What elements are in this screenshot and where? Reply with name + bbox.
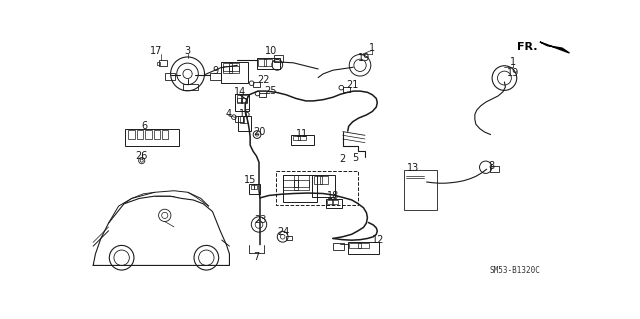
Bar bbox=[257, 58, 280, 70]
Text: 18: 18 bbox=[327, 191, 339, 201]
Bar bbox=[283, 175, 298, 187]
Bar bbox=[125, 129, 179, 145]
Text: 9: 9 bbox=[212, 66, 219, 76]
Text: 19: 19 bbox=[507, 68, 520, 78]
Bar bbox=[490, 166, 499, 172]
Bar bbox=[292, 136, 300, 140]
Text: 14: 14 bbox=[234, 87, 246, 97]
Bar bbox=[283, 174, 317, 202]
Bar bbox=[312, 175, 335, 197]
Bar bbox=[236, 116, 243, 122]
Text: 7: 7 bbox=[253, 252, 260, 263]
Polygon shape bbox=[540, 42, 570, 53]
Bar bbox=[276, 171, 358, 205]
Bar bbox=[404, 170, 436, 211]
Text: 21: 21 bbox=[346, 80, 358, 90]
Bar bbox=[137, 130, 143, 139]
Bar bbox=[159, 60, 166, 66]
Bar bbox=[230, 66, 239, 73]
Bar bbox=[298, 136, 306, 140]
Bar bbox=[249, 184, 260, 194]
Text: 15: 15 bbox=[244, 175, 257, 185]
Text: 4: 4 bbox=[225, 109, 232, 119]
Text: 20: 20 bbox=[253, 127, 265, 137]
Text: 6: 6 bbox=[141, 121, 148, 131]
Bar bbox=[258, 59, 266, 66]
Text: 24: 24 bbox=[278, 227, 290, 237]
Bar bbox=[238, 116, 251, 131]
Text: FR.: FR. bbox=[517, 42, 538, 52]
Bar bbox=[283, 180, 298, 189]
Bar bbox=[223, 66, 232, 73]
Bar bbox=[286, 236, 292, 241]
Text: 16: 16 bbox=[239, 109, 252, 119]
Text: 3: 3 bbox=[184, 46, 191, 56]
Bar bbox=[327, 200, 333, 204]
Text: 25: 25 bbox=[264, 86, 276, 96]
Bar bbox=[240, 116, 244, 122]
Bar bbox=[182, 84, 198, 90]
Text: 10: 10 bbox=[265, 46, 278, 56]
Bar bbox=[332, 200, 338, 204]
Bar bbox=[253, 83, 260, 87]
Text: 8: 8 bbox=[488, 160, 495, 171]
Bar bbox=[294, 180, 309, 189]
Bar bbox=[165, 73, 175, 80]
Text: 11: 11 bbox=[296, 129, 308, 138]
Bar bbox=[243, 116, 247, 122]
Bar bbox=[358, 243, 369, 248]
Bar bbox=[237, 98, 242, 103]
Bar bbox=[326, 199, 342, 208]
Text: SM53-B1320C: SM53-B1320C bbox=[490, 266, 541, 275]
Text: 2: 2 bbox=[340, 154, 346, 164]
Bar bbox=[264, 59, 271, 66]
Text: 19: 19 bbox=[358, 53, 371, 63]
Bar bbox=[251, 185, 253, 189]
Bar bbox=[253, 185, 257, 189]
Text: 1: 1 bbox=[369, 43, 376, 53]
Bar bbox=[230, 63, 239, 71]
Bar bbox=[333, 243, 344, 250]
Bar bbox=[314, 176, 322, 184]
Bar bbox=[274, 56, 283, 62]
Text: 22: 22 bbox=[258, 75, 270, 85]
Bar bbox=[163, 130, 168, 139]
Bar bbox=[145, 130, 152, 139]
Bar bbox=[320, 176, 328, 184]
Text: 17: 17 bbox=[150, 46, 163, 56]
Text: 12: 12 bbox=[372, 235, 384, 245]
Bar bbox=[221, 62, 248, 83]
Bar bbox=[210, 73, 221, 80]
Bar bbox=[241, 98, 246, 103]
Bar bbox=[237, 95, 242, 102]
Bar bbox=[129, 130, 134, 139]
Bar bbox=[241, 95, 246, 102]
Bar bbox=[294, 175, 309, 187]
Text: 1: 1 bbox=[510, 57, 516, 67]
Text: 26: 26 bbox=[136, 151, 148, 161]
Bar bbox=[348, 242, 378, 254]
Bar bbox=[349, 243, 361, 248]
Bar bbox=[154, 130, 160, 139]
Bar bbox=[259, 93, 266, 97]
Text: 23: 23 bbox=[254, 215, 266, 225]
Text: 5: 5 bbox=[352, 153, 358, 163]
Bar bbox=[157, 62, 160, 65]
Bar bbox=[236, 94, 249, 111]
Bar bbox=[343, 87, 351, 92]
Text: 13: 13 bbox=[406, 163, 419, 174]
Bar bbox=[291, 135, 314, 145]
Bar bbox=[223, 63, 232, 71]
